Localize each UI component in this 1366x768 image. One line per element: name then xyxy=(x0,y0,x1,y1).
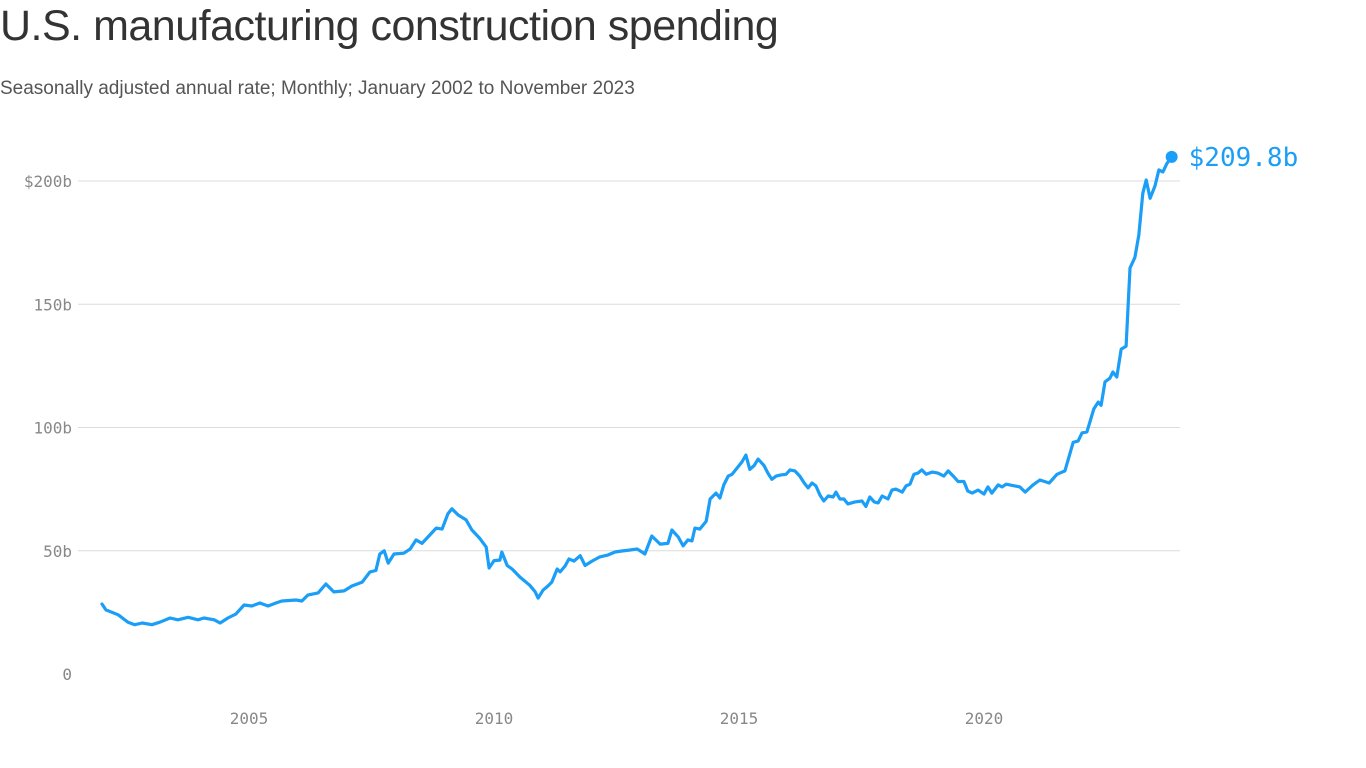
y-tick-label: 100b xyxy=(33,419,72,438)
y-tick-label: $200b xyxy=(24,172,72,191)
x-tick-label: 2015 xyxy=(720,709,759,728)
y-tick-label: 0 xyxy=(62,665,72,684)
y-tick-label: 150b xyxy=(33,295,72,314)
end-point-dot xyxy=(1165,150,1178,163)
chart-title: U.S. manufacturing construction spending xyxy=(0,2,779,50)
end-value-label: $209.8b xyxy=(1189,143,1299,173)
series-line xyxy=(100,155,1174,627)
chart-subtitle: Seasonally adjusted annual rate; Monthly… xyxy=(0,78,635,99)
y-tick-label: 50b xyxy=(43,542,72,561)
x-tick-label: 2005 xyxy=(230,709,269,728)
x-tick-label: 2020 xyxy=(965,709,1004,728)
x-tick-label: 2010 xyxy=(475,709,514,728)
